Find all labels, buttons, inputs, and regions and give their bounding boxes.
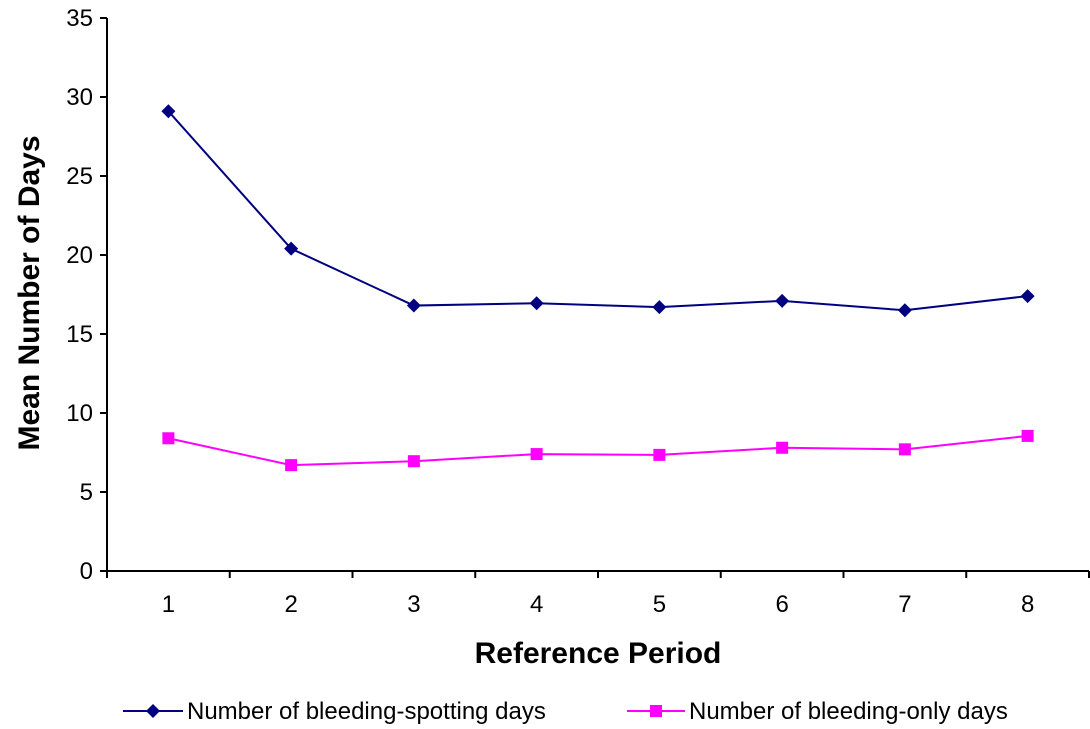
x-tick-label: 6 (775, 591, 788, 618)
x-tick-label: 8 (1021, 591, 1034, 618)
series-line (168, 434, 1028, 467)
data-point (898, 443, 911, 456)
data-point (653, 448, 666, 461)
data-point (161, 104, 176, 119)
legend: Number of bleeding-spotting days Number o… (123, 698, 1008, 725)
legend-label: Number of bleeding-only days (689, 698, 1008, 725)
data-point (1020, 289, 1035, 304)
data-point (162, 432, 175, 445)
data-point (775, 293, 790, 308)
legend-marker (146, 704, 160, 718)
data-point (284, 241, 299, 256)
y-axis: 0 5 10 15 20 25 30 35 (66, 5, 108, 585)
legend-entry: Number of bleeding-spotting days (123, 698, 546, 725)
y-tick-label: 25 (66, 163, 93, 190)
data-point (285, 459, 298, 472)
x-tick-label: 7 (898, 591, 911, 618)
y-tick-label: 20 (66, 242, 93, 269)
data-point (897, 303, 912, 318)
series-2 (162, 429, 1034, 472)
y-axis-title: Mean Number of Days (13, 135, 46, 450)
x-tick-label: 3 (407, 591, 420, 618)
data-point (529, 296, 544, 311)
data-point (406, 298, 421, 313)
series-line (167, 110, 1028, 312)
legend-marker (650, 705, 662, 717)
data-point (776, 441, 789, 454)
legend-entry: Number of bleeding-only days (627, 698, 1008, 725)
x-axis-title: Reference Period (475, 637, 722, 670)
x-tick-label: 1 (162, 591, 175, 618)
data-point (407, 455, 420, 468)
x-tick-label: 4 (530, 591, 543, 618)
y-tick-label: 0 (80, 558, 93, 585)
y-tick-label: 10 (66, 400, 93, 427)
y-tick-label: 35 (66, 5, 93, 32)
legend-label: Number of bleeding-spotting days (187, 698, 546, 725)
series-1 (161, 104, 1035, 318)
y-tick-label: 30 (66, 84, 93, 111)
x-tick-label: 5 (653, 591, 666, 618)
series-layer (161, 104, 1035, 472)
x-axis: 1 2 3 4 5 6 7 8 (106, 570, 1090, 618)
x-tick-label: 2 (284, 591, 297, 618)
y-tick-label: 5 (80, 479, 93, 506)
data-point (652, 300, 667, 315)
data-point (1021, 429, 1034, 442)
data-point (530, 448, 543, 461)
y-tick-label: 15 (66, 321, 93, 348)
